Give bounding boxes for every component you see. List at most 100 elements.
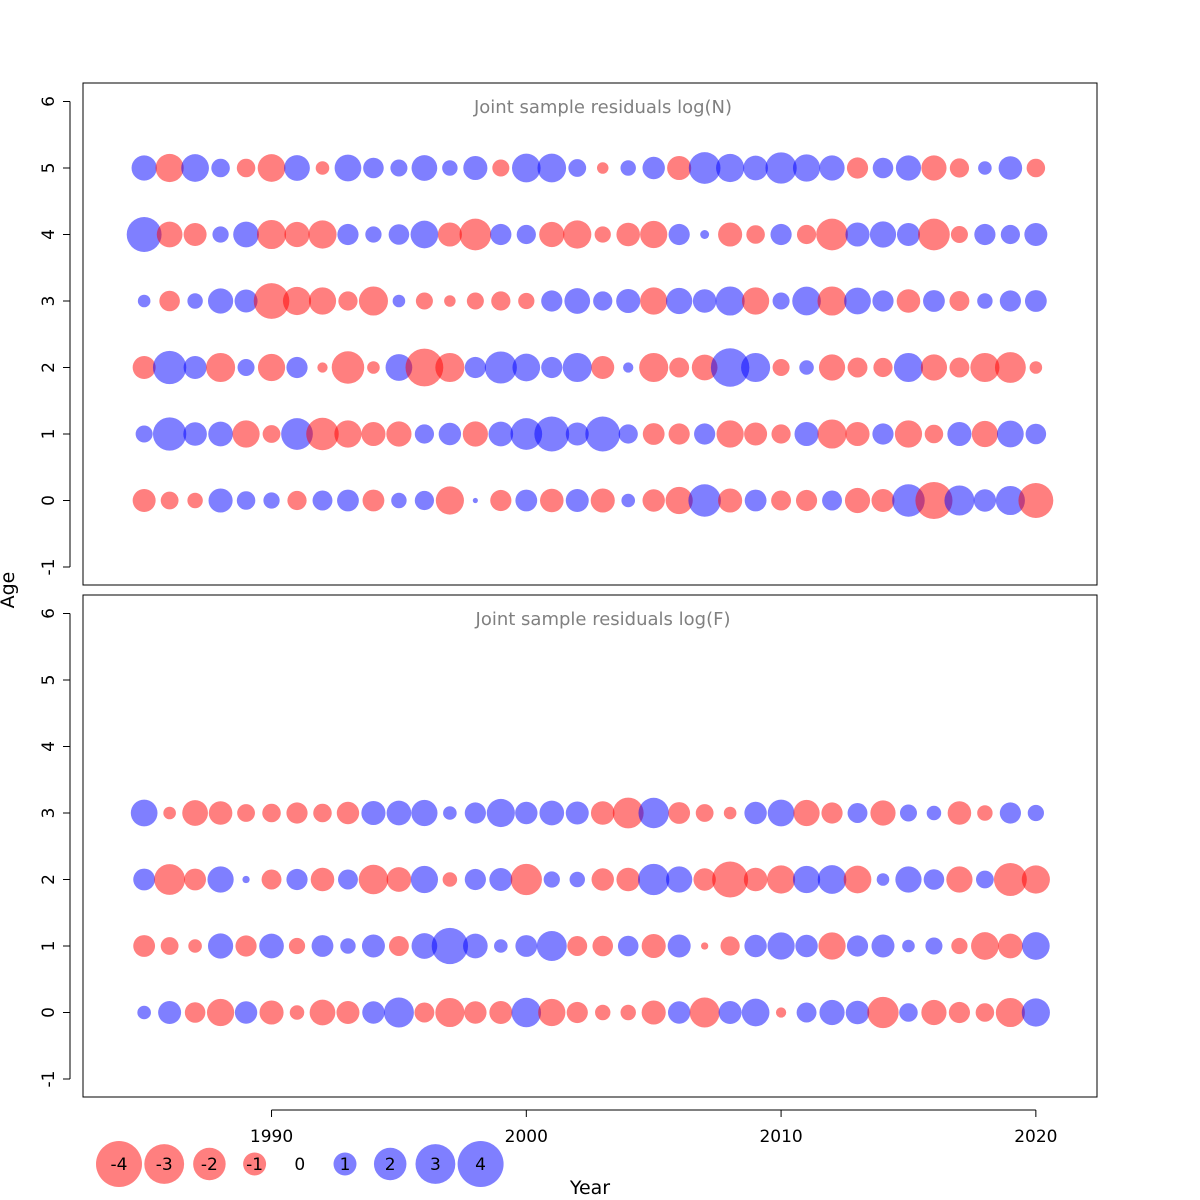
x-tick-label: 1990 [250, 1127, 293, 1147]
legend-bubble [193, 1147, 226, 1181]
bubble [688, 484, 721, 517]
legend-bubble [333, 1152, 357, 1176]
bubble [308, 287, 337, 315]
bubble [796, 224, 817, 245]
bubble [261, 869, 282, 890]
bubble [288, 937, 306, 955]
bubble [208, 488, 233, 513]
bubble [792, 154, 821, 182]
y-tick-label: 0 [39, 1007, 59, 1018]
bubble [669, 357, 690, 378]
bubble [334, 420, 362, 448]
bubble [511, 997, 542, 1028]
bubble [365, 226, 382, 243]
bubble [621, 493, 636, 508]
bubble [414, 424, 435, 444]
bubble [924, 424, 944, 444]
bubble [565, 801, 589, 825]
bubble [666, 287, 693, 315]
panel-residuals-logN: Joint sample residuals log(N) -1 0 1 2 3 4 5 6 [39, 82, 1098, 586]
bubble [206, 998, 235, 1027]
y-tick-label: 1 [39, 941, 59, 952]
bubble [361, 934, 385, 958]
bubble [689, 997, 720, 1028]
bubble [949, 291, 970, 311]
bubble [744, 422, 768, 446]
bubble [385, 354, 413, 381]
bubble [870, 800, 896, 826]
bubble [795, 934, 818, 958]
bubble [464, 802, 486, 824]
bubble [971, 420, 999, 448]
bubble [765, 152, 797, 184]
bubble [950, 225, 968, 244]
bubble [666, 866, 693, 893]
bubble [183, 356, 207, 379]
y-tick-label: 6 [39, 96, 59, 107]
bubble [978, 161, 992, 175]
bubble [799, 360, 814, 375]
bubble [131, 155, 157, 181]
bubble [362, 1001, 385, 1024]
bubble [486, 798, 515, 828]
bubble [338, 869, 358, 890]
bubble [443, 806, 457, 820]
bubble [414, 490, 435, 511]
bubble [337, 489, 359, 512]
bubble [896, 223, 920, 246]
bubble [312, 490, 333, 511]
bubble [235, 935, 257, 957]
bubble [154, 864, 186, 895]
y-tick-label: 4 [39, 229, 59, 240]
bubble [817, 865, 847, 894]
bubble [207, 288, 234, 314]
bubble [592, 935, 614, 957]
legend-label: 4 [475, 1155, 486, 1175]
size-legend: -4 -3 -2 -1 0 1 2 3 4 [96, 1141, 504, 1187]
bubble [746, 225, 765, 244]
bubble [411, 155, 438, 181]
bubble [135, 425, 153, 443]
y-tick-label: -1 [39, 1071, 59, 1088]
bubble [867, 996, 899, 1029]
bubble [564, 288, 591, 314]
bubble [693, 868, 716, 891]
bubble [236, 158, 256, 178]
bubble [638, 863, 670, 896]
bubble [537, 153, 567, 183]
bubble [744, 489, 767, 512]
bubble [286, 868, 308, 891]
bubble [437, 222, 462, 247]
x-tick-label: 2000 [505, 1127, 548, 1147]
bubble [383, 997, 414, 1028]
bubble [741, 998, 770, 1027]
bubble [569, 871, 585, 888]
bubble [819, 155, 845, 181]
bubble [340, 938, 356, 954]
bubble [155, 153, 184, 183]
legend-bubble [415, 1144, 456, 1184]
bubble [895, 866, 922, 893]
bubble [642, 156, 665, 180]
bubble [845, 222, 870, 247]
bubble [541, 356, 563, 379]
legend-bubble [243, 1152, 267, 1176]
bubble [132, 489, 156, 512]
bubble [511, 153, 541, 183]
bubble [282, 286, 312, 316]
bubble [160, 937, 179, 955]
bubble [872, 290, 894, 312]
bubble [923, 869, 945, 890]
bubble [263, 492, 280, 509]
bubble [281, 418, 313, 450]
bubble [442, 160, 458, 176]
bubble [796, 1002, 817, 1023]
bubble [999, 802, 1021, 824]
bubble [361, 421, 386, 447]
bubble [388, 936, 409, 956]
bubble [262, 425, 281, 443]
bubble [184, 1002, 206, 1023]
bubble [306, 417, 339, 451]
bubble [723, 806, 737, 820]
bubble [639, 352, 669, 383]
